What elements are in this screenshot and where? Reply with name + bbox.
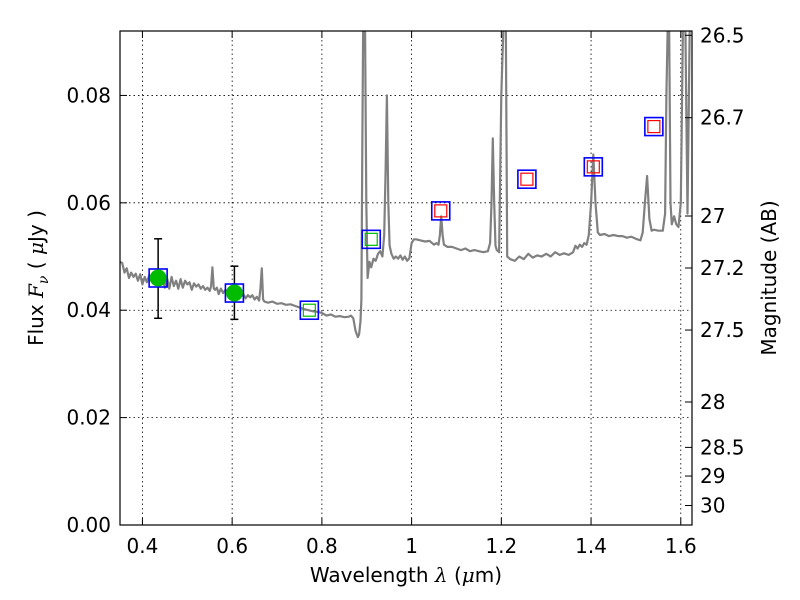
axes-frame bbox=[119, 30, 693, 526]
y-axis-label: Flux Fν ( μJy ) bbox=[24, 210, 52, 346]
mag-tick-label: 29 bbox=[700, 464, 725, 488]
ticks: 0.4 0.6 0.8 1 1.2 1.4 1.6 0.00 0.02 0.04 0.06 0.08 2… bbox=[66, 23, 744, 558]
y2-axis-label: Magnitude (AB) bbox=[757, 200, 781, 355]
model-flux-marker bbox=[583, 157, 604, 177]
y-tick-label: 0.08 bbox=[66, 83, 111, 107]
model-flux-marker bbox=[148, 268, 168, 288]
model-flux-marker bbox=[361, 229, 382, 250]
x-tick-label: 0.4 bbox=[127, 534, 159, 558]
x-tick-label: 1.4 bbox=[575, 534, 607, 558]
detection-point bbox=[149, 269, 167, 287]
x-tick-label: 1.6 bbox=[665, 534, 697, 558]
model-flux-marker bbox=[517, 169, 537, 189]
mag-tick-label: 27.2 bbox=[700, 256, 745, 280]
model-flux-marker bbox=[644, 116, 664, 137]
plot-area bbox=[120, 31, 691, 339]
mag-tick-label: 27.5 bbox=[700, 318, 745, 342]
x-tick-label: 1 bbox=[405, 534, 418, 558]
y-tick-label: 0.06 bbox=[66, 191, 111, 215]
mag-tick-label: 26.5 bbox=[700, 23, 745, 47]
upper-limit-marker bbox=[434, 204, 448, 218]
model-flux-marker bbox=[430, 201, 451, 221]
y-tick-label: 0.02 bbox=[66, 406, 111, 430]
x-tick-label: 0.8 bbox=[306, 534, 338, 558]
y-tick-label: 0.04 bbox=[66, 298, 111, 322]
detection-point bbox=[225, 284, 243, 302]
spectrum-line bbox=[120, 31, 691, 339]
y-tick-label: 0.00 bbox=[66, 513, 111, 537]
mag-tick-label: 26.7 bbox=[700, 106, 745, 130]
upper-limit-marker bbox=[520, 172, 534, 186]
mag-tick-label: 28.5 bbox=[700, 435, 745, 459]
model-flux-marker bbox=[224, 283, 245, 303]
mag-tick-label: 28 bbox=[700, 390, 725, 414]
upper-limit-marker bbox=[586, 160, 600, 174]
synthetic-flux-marker bbox=[302, 303, 316, 317]
mag-tick-label: 30 bbox=[700, 494, 725, 518]
x-tick-label: 1.2 bbox=[485, 534, 517, 558]
model-flux-marker bbox=[299, 300, 320, 321]
upper-limit-marker bbox=[647, 119, 661, 134]
x-tick-label: 0.6 bbox=[216, 534, 248, 558]
x-axis-label: Wavelength λ (μm) bbox=[310, 563, 502, 587]
grid-lines bbox=[120, 31, 692, 525]
mag-tick-label: 27 bbox=[700, 204, 725, 228]
synthetic-flux-marker bbox=[364, 232, 378, 246]
